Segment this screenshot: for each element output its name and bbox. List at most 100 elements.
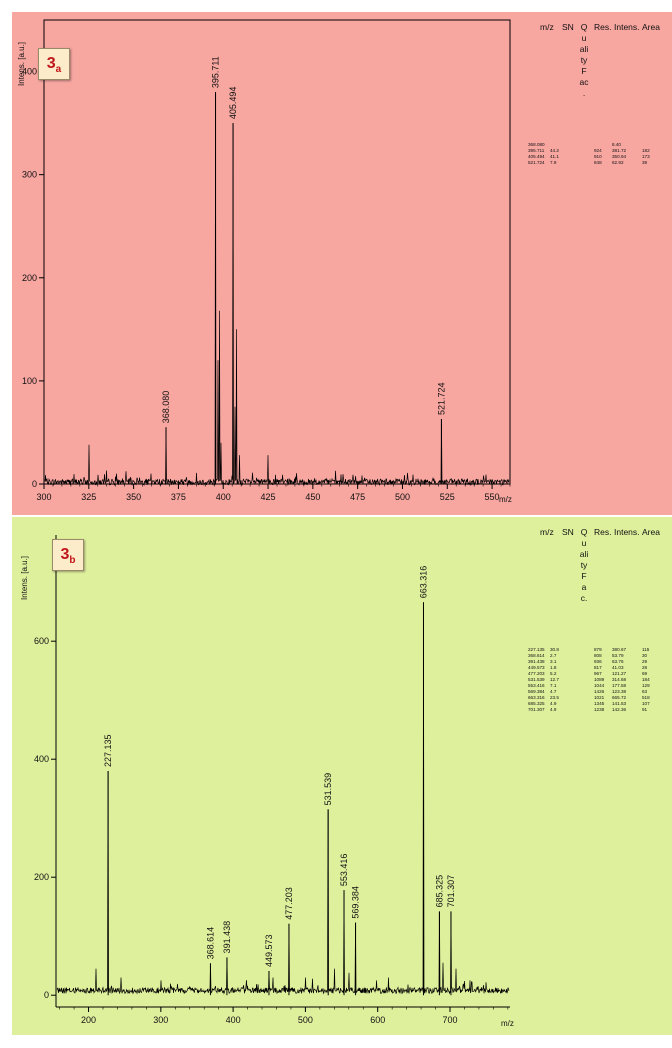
x-tick-label-a: 550 [485, 492, 500, 502]
x-tick-label-a: 400 [216, 492, 231, 502]
table-cell-b: 12.7 [550, 677, 559, 682]
x-axis-label-a: m/z [499, 495, 512, 504]
table-header-cell-a: Res. [594, 22, 612, 32]
table-cell-a: 910 [594, 154, 602, 159]
table-cell-b: 115 [642, 647, 650, 652]
table-cell-b: 936 [594, 659, 602, 664]
table-header-cell-b: Area [642, 527, 660, 537]
table-cell-b: 41.03 [612, 665, 624, 670]
y-tick-label-a: 400 [22, 67, 37, 77]
spectrum-trace-a [44, 92, 510, 487]
table-header-cell-b: Intens. [614, 527, 640, 537]
table-cell-a: 8.40 [612, 142, 621, 147]
table-cell-b: 177.58 [612, 683, 627, 688]
table-cell-b: 1021 [594, 695, 605, 700]
x-tick-label-a: 375 [171, 492, 186, 502]
table-cell-a: 7.9 [550, 160, 557, 165]
table-cell-a: 521.724 [528, 160, 545, 165]
x-tick-label-b: 200 [81, 1015, 96, 1025]
table-cell-b: 1345 [594, 701, 605, 706]
table-cell-b: 518 [642, 695, 650, 700]
table-cell-a: 924 [594, 148, 602, 153]
table-cell-b: 121.27 [612, 671, 627, 676]
peak-label-b: 477.203 [284, 887, 294, 920]
table-cell-b: 449.573 [528, 665, 545, 670]
y-tick-label-b: 600 [34, 636, 49, 646]
spectrum-trace-b [56, 602, 510, 995]
y-tick-label-a: 100 [22, 376, 37, 386]
table-cell-b: 29 [642, 659, 648, 664]
peak-label-b: 663.316 [418, 566, 428, 599]
table-cell-b: 663.316 [528, 695, 545, 700]
x-tick-label-a: 450 [305, 492, 320, 502]
y-tick-label-b: 400 [34, 754, 49, 764]
x-tick-label-b: 500 [298, 1015, 313, 1025]
table-header-cell-b: m/z [540, 527, 554, 537]
x-tick-label-b: 700 [442, 1015, 457, 1025]
y-tick-label-b: 0 [44, 990, 49, 1000]
table-cell-b: 701.307 [528, 707, 545, 712]
peak-label-b: 553.416 [339, 854, 349, 887]
table-cell-b: 2.7 [550, 653, 557, 658]
table-cell-b: 391.438 [528, 659, 545, 664]
table-cell-b: 553.416 [528, 683, 545, 688]
y-tick-label-a: 200 [22, 273, 37, 283]
table-cell-b: 879 [594, 647, 602, 652]
x-tick-label-a: 300 [36, 492, 51, 502]
table-cell-b: 30.8 [550, 647, 559, 652]
peak-label-b: 701.307 [446, 875, 456, 908]
table-cell-a: 173 [642, 154, 650, 159]
peak-label-a: 368.080 [161, 391, 171, 424]
table-cell-b: 63 [642, 689, 648, 694]
panel-badge-b: 3b [52, 539, 84, 571]
peak-label-b: 227.135 [103, 734, 113, 767]
table-cell-a: 368.080 [528, 142, 545, 147]
table-cell-b: 227.135 [528, 647, 545, 652]
table-cell-b: 4.9 [550, 707, 557, 712]
table-cell-a: 405.494 [528, 154, 545, 159]
badge-sub-b: b [69, 555, 76, 567]
table-cell-b: 69 [642, 671, 648, 676]
table-header-cell-b: Res. [594, 527, 612, 537]
table-cell-b: 1089 [594, 677, 605, 682]
badge-main-b: 3 [60, 546, 70, 563]
table-cell-b: 53.79 [612, 653, 624, 658]
table-cell-b: 123.38 [612, 689, 627, 694]
table-cell-b: 28 [642, 665, 648, 670]
table-cell-b: 1.8 [550, 665, 557, 670]
panel-badge-a: 3a [38, 48, 70, 80]
y-axis-label-a: Intens. [a.u.] [17, 41, 26, 86]
peak-label-a: 405.494 [228, 87, 238, 120]
peak-label-a: 521.724 [436, 382, 446, 415]
table-cell-b: 967 [594, 671, 602, 676]
table-cell-a: 39 [642, 160, 648, 165]
peak-label-b: 569.384 [351, 886, 361, 919]
table-cell-a: 848 [594, 160, 602, 165]
table-header-cell-a: SN [562, 22, 574, 32]
table-cell-b: 23.5 [550, 695, 559, 700]
table-cell-b: 91 [642, 707, 648, 712]
table-cell-b: 141.53 [612, 701, 627, 706]
x-axis-label-b: m/z [501, 1019, 514, 1028]
table-cell-b: 3.1 [550, 659, 557, 664]
x-tick-label-b: 400 [226, 1015, 241, 1025]
table-cell-b: 380.67 [612, 647, 627, 652]
table-cell-a: 44.2 [550, 148, 559, 153]
table-cell-a: 381.72 [612, 148, 627, 153]
x-tick-label-b: 600 [370, 1015, 385, 1025]
table-header-cell-b: SN [562, 527, 574, 537]
table-cell-a: 41.1 [550, 154, 559, 159]
table-cell-b: 665.72 [612, 695, 627, 700]
table-cell-b: 477.203 [528, 671, 545, 676]
peak-label-b: 685.325 [434, 875, 444, 908]
table-cell-b: 5.2 [550, 671, 557, 676]
table-cell-a: 350.94 [612, 154, 627, 159]
table-cell-b: 1426 [594, 689, 605, 694]
table-cell-b: 4.9 [550, 701, 557, 706]
table-cell-b: 808 [594, 653, 602, 658]
table-header-cell-a: m/z [540, 22, 554, 32]
table-cell-b: 7.1 [550, 683, 557, 688]
y-tick-label-a: 300 [22, 170, 37, 180]
